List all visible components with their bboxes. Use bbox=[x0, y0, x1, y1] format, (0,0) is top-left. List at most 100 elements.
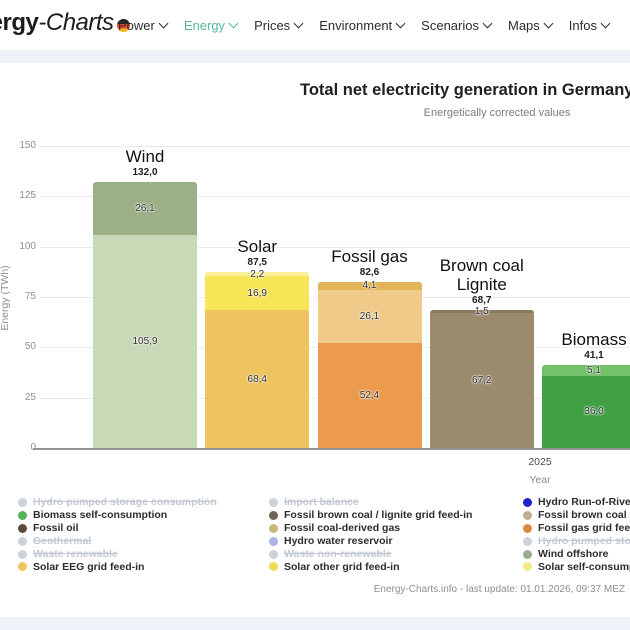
nav-item-maps[interactable]: Maps bbox=[507, 17, 554, 33]
nav-item-environment[interactable]: Environment bbox=[319, 18, 406, 33]
legend-item-label: Solar EEG grid feed-in bbox=[33, 560, 145, 573]
legend-dot-icon bbox=[269, 510, 278, 520]
segment-value-label: 2,2 bbox=[250, 268, 265, 280]
legend-item-label: Solar other grid feed-in bbox=[284, 560, 400, 573]
legend-dot-icon bbox=[269, 536, 278, 546]
legend-item-label: Hydro Run-of-River bbox=[538, 496, 630, 509]
bar-segment[interactable]: 26,1 bbox=[93, 182, 197, 235]
legend-item[interactable]: Hydro pumped storage consumption bbox=[18, 496, 278, 509]
gridline bbox=[40, 196, 630, 198]
legend-item[interactable]: Fossil brown coal / lignite grid feed-in bbox=[269, 509, 529, 522]
nav-item-energy[interactable]: Energy bbox=[184, 18, 239, 33]
logo[interactable]: Energy-Charts bbox=[0, 9, 130, 37]
x-axis-tick: 2025 bbox=[528, 456, 552, 468]
legend-dot-icon bbox=[18, 562, 27, 572]
nav-item-label: Prices bbox=[254, 17, 291, 33]
chart-header: Total net electricity generation in Germ… bbox=[300, 81, 630, 119]
legend-item[interactable]: Fossil brown coal / lignite bbox=[523, 509, 630, 522]
chevron-down-icon bbox=[158, 18, 169, 28]
legend-dot-icon bbox=[523, 510, 532, 520]
segment-value-label: 4,1 bbox=[362, 280, 377, 292]
segment-value-label: 26,1 bbox=[359, 310, 380, 322]
bar-category-label: Biomass bbox=[561, 330, 627, 350]
last-update-text: Energy-Charts.info - last update: 01.01.… bbox=[373, 584, 625, 595]
legend-item[interactable]: Hydro water reservoir bbox=[269, 535, 529, 548]
nav-item-infos[interactable]: Infos bbox=[568, 17, 611, 33]
legend-dot-icon bbox=[523, 536, 532, 546]
legend-item[interactable]: Geothermal bbox=[18, 535, 278, 548]
bar-category-label: Brown coal Lignite bbox=[439, 255, 524, 294]
chevron-down-icon bbox=[293, 18, 304, 28]
logo-ball-icon bbox=[116, 19, 130, 32]
segment-value-label: 16,9 bbox=[247, 287, 267, 299]
legend-item-label: Fossil brown coal / lignite bbox=[538, 509, 630, 522]
nav-item-power[interactable]: Power bbox=[118, 17, 169, 33]
gridline bbox=[40, 146, 630, 147]
legend-item[interactable]: Wind offshore bbox=[523, 548, 630, 561]
bar-segment[interactable]: 52,4 bbox=[317, 342, 422, 448]
legend-item-label: Waste renewable bbox=[33, 548, 118, 560]
legend-item[interactable]: Fossil oil bbox=[18, 522, 278, 535]
segment-value-label: 36,0 bbox=[584, 406, 604, 418]
legend-item-label: Hydro pumped storage bbox=[538, 535, 630, 548]
legend-item-label: Hydro pumped storage consumption bbox=[33, 496, 217, 509]
nav-item-prices[interactable]: Prices bbox=[254, 17, 304, 33]
bar-segment[interactable]: 68,4 bbox=[205, 310, 310, 448]
bar-segment[interactable]: 1,5 bbox=[429, 306, 534, 317]
legend-item[interactable]: Fossil coal-derived gas bbox=[269, 522, 529, 535]
legend-dot-icon bbox=[269, 497, 278, 507]
legend-dot-icon bbox=[523, 549, 532, 559]
y-axis-tick: 50 bbox=[24, 341, 36, 353]
legend-item-label: Fossil coal-derived gas bbox=[284, 522, 401, 535]
segment-value-label: 68,4 bbox=[247, 373, 267, 385]
legend-item-label: Wind offshore bbox=[538, 548, 609, 560]
legend-item-label: Biomass self-consumption bbox=[33, 509, 168, 522]
legend-item-label: Hydro water reservoir bbox=[284, 535, 393, 548]
legend-item[interactable]: Hydro pumped storage bbox=[523, 535, 630, 548]
bar-category-label: Wind bbox=[125, 147, 165, 167]
nav-item-label: Maps bbox=[507, 17, 540, 33]
top-nav: Energy-Charts Power Energy Prices Environme… bbox=[0, 0, 630, 50]
legend-dot-icon bbox=[18, 523, 27, 533]
bar-total-label: 87,5 bbox=[247, 256, 267, 268]
legend-dot-icon bbox=[269, 562, 278, 572]
bar-total-label: 132,0 bbox=[132, 167, 158, 179]
bar-total-label: 41,1 bbox=[584, 350, 604, 362]
bar-segment[interactable]: 67,2 bbox=[429, 312, 534, 448]
nav-menu: Power Energy Prices Environment Scenarios Map… bbox=[118, 0, 611, 50]
legend-item[interactable]: Solar EEG grid feed-in bbox=[18, 560, 278, 573]
bar-segment[interactable]: 2,2 bbox=[205, 269, 310, 280]
legend-item[interactable]: Waste non-renewable bbox=[269, 548, 529, 561]
legend-item[interactable]: Biomass self-consumption bbox=[18, 509, 278, 522]
legend-item[interactable]: Fossil gas grid feed-in bbox=[523, 522, 630, 535]
legend-item[interactable]: Waste renewable bbox=[18, 548, 278, 561]
legend-item[interactable]: Solar self-consumption bbox=[523, 560, 630, 573]
y-axis-tick: 0 bbox=[30, 442, 36, 453]
bottom-band bbox=[0, 617, 630, 630]
bar-segment[interactable]: 4,1 bbox=[317, 280, 422, 292]
segment-value-label: 5,1 bbox=[587, 364, 601, 376]
logo-text-italic: -Charts bbox=[38, 9, 114, 36]
nav-item-label: Infos bbox=[568, 17, 597, 33]
bar-segment[interactable]: 16,9 bbox=[205, 276, 310, 311]
nav-item-label: Power bbox=[118, 17, 155, 33]
legend-item[interactable]: Solar other grid feed-in bbox=[269, 560, 529, 573]
legend-dot-icon bbox=[523, 523, 532, 533]
legend-item-label: Import balance bbox=[284, 496, 359, 509]
y-axis-tick: 125 bbox=[19, 190, 36, 202]
legend-dot-icon bbox=[18, 497, 27, 507]
bar-segment[interactable]: 26,1 bbox=[317, 289, 422, 343]
legend-dot-icon bbox=[18, 510, 27, 520]
legend-item[interactable]: Hydro Run-of-River bbox=[523, 496, 630, 509]
legend-item[interactable]: Import balance bbox=[269, 496, 529, 509]
bar-segment[interactable]: 105,9 bbox=[93, 234, 197, 448]
legend-dot-icon bbox=[269, 549, 278, 559]
nav-item-scenarios[interactable]: Scenarios bbox=[421, 18, 493, 33]
toolbar-band bbox=[0, 50, 630, 63]
bar-segment[interactable]: 5,1 bbox=[542, 364, 630, 376]
legend-item-label: Fossil brown coal / lignite grid feed-in bbox=[284, 509, 473, 522]
legend-item-label: Geothermal bbox=[33, 535, 92, 548]
bar-segment[interactable]: 36,0 bbox=[542, 375, 630, 448]
